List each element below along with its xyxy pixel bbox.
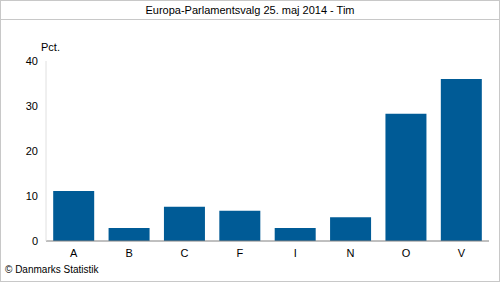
- svg-text:F: F: [236, 247, 243, 259]
- html-text:Pct.: Pct.: [41, 41, 60, 53]
- svg-text:C: C: [180, 247, 188, 259]
- svg-text:10: 10: [26, 190, 38, 202]
- html-text:© Danmarks Statistik: © Danmarks Statistik: [5, 264, 99, 275]
- svg-text:O: O: [402, 247, 411, 259]
- svg-text:40: 40: [26, 55, 38, 67]
- svg-text:N: N: [347, 247, 355, 259]
- svg-text:B: B: [125, 247, 132, 259]
- svg-text:I: I: [294, 247, 297, 259]
- svg-text:A: A: [70, 247, 78, 259]
- html-text:Europa-Parlamentsvalg 25. maj: Europa-Parlamentsvalg 25. maj 2014 - Tim: [145, 4, 355, 16]
- svg-text:V: V: [458, 247, 466, 259]
- svg-text:20: 20: [26, 145, 38, 157]
- svg-text:30: 30: [26, 100, 38, 112]
- svg-text:0: 0: [32, 235, 38, 247]
